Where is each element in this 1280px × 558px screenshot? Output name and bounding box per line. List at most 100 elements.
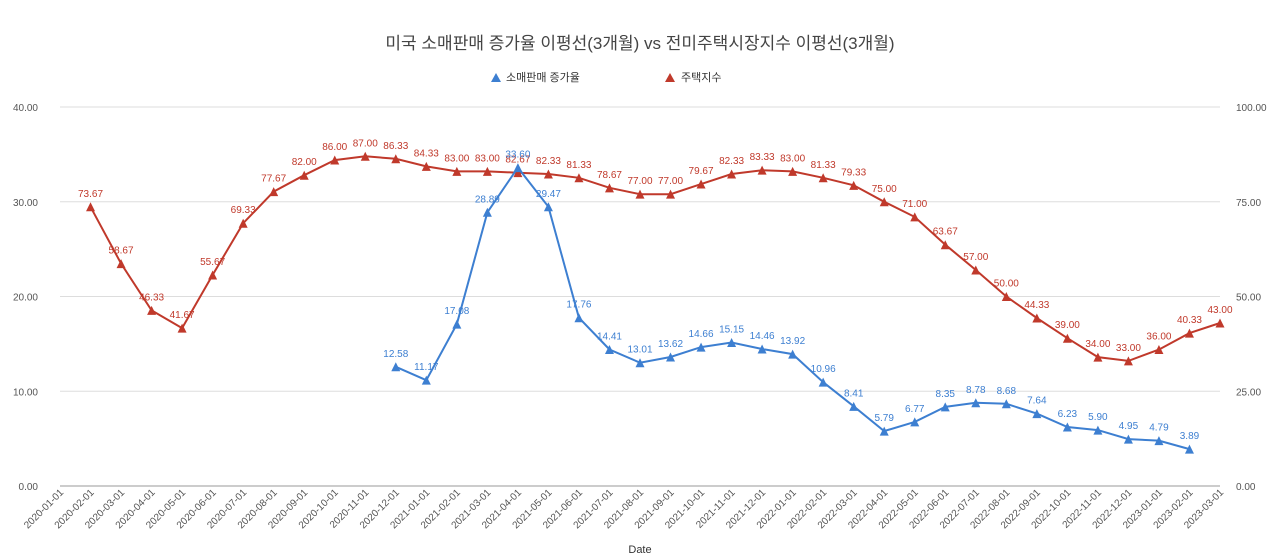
data-label-retail: 14.66 bbox=[689, 329, 714, 340]
data-label-housing: 57.00 bbox=[963, 252, 988, 263]
data-point-retail[interactable] bbox=[482, 207, 492, 217]
data-point-housing[interactable] bbox=[208, 270, 218, 280]
data-point-housing[interactable] bbox=[421, 161, 431, 171]
y-right-tick-label: 75.00 bbox=[1236, 198, 1261, 209]
data-label-retail: 8.41 bbox=[844, 388, 864, 399]
data-point-housing[interactable] bbox=[238, 218, 248, 228]
data-point-retail[interactable] bbox=[696, 342, 706, 352]
data-point-housing[interactable] bbox=[1001, 292, 1011, 301]
data-label-housing: 78.67 bbox=[597, 170, 622, 181]
data-point-retail[interactable] bbox=[543, 202, 553, 212]
data-point-housing[interactable] bbox=[360, 151, 370, 161]
data-point-housing[interactable] bbox=[910, 212, 920, 222]
data-point-retail[interactable] bbox=[788, 349, 798, 359]
data-point-retail[interactable] bbox=[391, 362, 401, 372]
data-label-housing: 83.00 bbox=[780, 153, 805, 164]
legend-item-retail[interactable]: 소매판매 증가율 bbox=[491, 71, 580, 84]
data-point-housing[interactable] bbox=[1184, 328, 1194, 338]
data-point-retail[interactable] bbox=[757, 344, 767, 354]
data-point-housing[interactable] bbox=[727, 169, 737, 179]
data-point-housing[interactable] bbox=[513, 168, 523, 178]
data-point-housing[interactable] bbox=[330, 155, 340, 165]
data-point-housing[interactable] bbox=[147, 305, 157, 315]
data-label-housing: 71.00 bbox=[902, 199, 927, 210]
data-point-retail[interactable] bbox=[1093, 425, 1103, 435]
data-point-housing[interactable] bbox=[1215, 318, 1225, 328]
y-left-tick-label: 30.00 bbox=[13, 198, 38, 209]
data-label-retail: 13.92 bbox=[780, 336, 805, 347]
legend-marker-retail bbox=[491, 73, 501, 82]
data-point-housing[interactable] bbox=[879, 197, 889, 207]
data-point-retail[interactable] bbox=[1032, 409, 1042, 419]
data-label-housing: 83.00 bbox=[475, 153, 500, 164]
data-label-housing: 77.67 bbox=[261, 174, 286, 185]
data-point-retail[interactable] bbox=[910, 417, 920, 427]
data-point-retail[interactable] bbox=[879, 426, 889, 436]
data-label-housing: 81.33 bbox=[811, 160, 836, 171]
data-label-retail: 8.35 bbox=[936, 389, 956, 400]
data-point-retail[interactable] bbox=[940, 402, 950, 412]
data-point-retail[interactable] bbox=[1184, 444, 1194, 454]
data-point-retail[interactable] bbox=[818, 377, 828, 387]
data-point-housing[interactable] bbox=[177, 323, 187, 333]
data-point-retail[interactable] bbox=[513, 163, 523, 173]
data-point-housing[interactable] bbox=[1093, 352, 1103, 362]
data-point-housing[interactable] bbox=[1032, 313, 1042, 323]
data-point-retail[interactable] bbox=[727, 337, 737, 347]
data-label-housing: 63.67 bbox=[933, 227, 958, 238]
data-point-retail[interactable] bbox=[666, 352, 676, 362]
data-point-housing[interactable] bbox=[635, 189, 645, 199]
data-label-retail: 8.68 bbox=[997, 386, 1017, 397]
data-point-housing[interactable] bbox=[757, 165, 767, 175]
data-label-retail: 28.89 bbox=[475, 194, 500, 205]
data-label-housing: 82.67 bbox=[505, 155, 530, 166]
data-point-retail[interactable] bbox=[1062, 422, 1072, 432]
data-point-retail[interactable] bbox=[421, 375, 431, 385]
data-label-retail: 10.96 bbox=[811, 364, 836, 375]
data-label-housing: 77.00 bbox=[658, 176, 683, 187]
data-point-retail[interactable] bbox=[1123, 434, 1133, 444]
data-label-retail: 15.15 bbox=[719, 324, 744, 335]
data-label-housing: 86.00 bbox=[322, 142, 347, 153]
data-point-retail[interactable] bbox=[1154, 436, 1164, 446]
data-label-housing: 75.00 bbox=[872, 184, 897, 195]
data-point-housing[interactable] bbox=[971, 265, 981, 275]
data-label-housing: 39.00 bbox=[1055, 320, 1080, 331]
data-label-retail: 33.60 bbox=[505, 150, 530, 161]
data-point-housing[interactable] bbox=[1123, 356, 1133, 366]
data-point-retail[interactable] bbox=[635, 358, 645, 368]
data-point-housing[interactable] bbox=[116, 259, 126, 269]
y-left-tick-label: 40.00 bbox=[13, 103, 38, 114]
data-point-housing[interactable] bbox=[482, 166, 492, 176]
y-right-tick-label: 25.00 bbox=[1236, 387, 1261, 398]
data-point-retail[interactable] bbox=[1001, 399, 1011, 409]
data-point-retail[interactable] bbox=[604, 344, 614, 354]
data-point-retail[interactable] bbox=[849, 401, 859, 411]
data-label-retail: 4.79 bbox=[1149, 423, 1169, 434]
data-point-housing[interactable] bbox=[452, 166, 462, 176]
x-axis-title: Date bbox=[628, 544, 651, 556]
data-point-housing[interactable] bbox=[1062, 333, 1072, 343]
data-point-housing[interactable] bbox=[604, 183, 614, 193]
data-label-retail: 12.58 bbox=[383, 349, 408, 360]
data-point-housing[interactable] bbox=[940, 240, 950, 250]
data-label-housing: 87.00 bbox=[353, 138, 378, 149]
data-point-housing[interactable] bbox=[299, 170, 309, 180]
data-point-housing[interactable] bbox=[86, 202, 96, 212]
data-point-housing[interactable] bbox=[391, 154, 401, 164]
data-point-housing[interactable] bbox=[574, 173, 584, 183]
data-point-retail[interactable] bbox=[971, 398, 981, 408]
legend-item-housing[interactable]: 주택지수 bbox=[665, 71, 721, 84]
data-point-housing[interactable] bbox=[269, 187, 279, 197]
data-point-housing[interactable] bbox=[1154, 345, 1164, 355]
data-point-housing[interactable] bbox=[849, 180, 859, 190]
data-label-retail: 14.46 bbox=[750, 331, 775, 342]
data-point-housing[interactable] bbox=[788, 166, 798, 176]
data-point-retail[interactable] bbox=[574, 313, 584, 323]
data-point-retail[interactable] bbox=[452, 319, 462, 329]
data-point-housing[interactable] bbox=[818, 173, 828, 183]
data-point-housing[interactable] bbox=[666, 189, 676, 199]
data-point-housing[interactable] bbox=[696, 179, 706, 189]
data-point-housing[interactable] bbox=[543, 169, 553, 179]
data-label-retail: 17.08 bbox=[444, 306, 469, 317]
